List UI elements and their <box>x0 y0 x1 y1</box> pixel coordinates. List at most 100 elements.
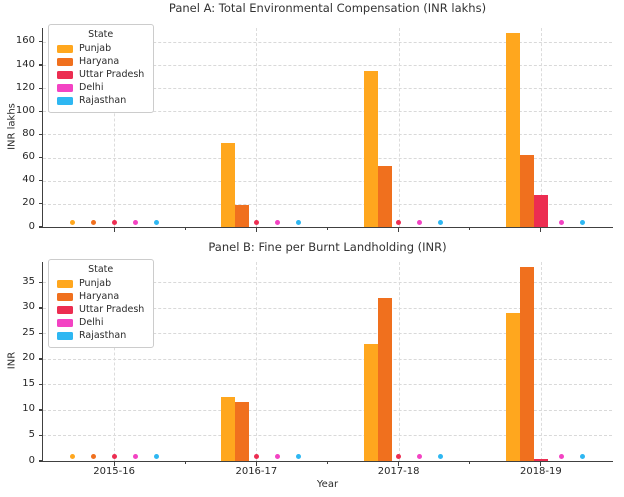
panel-b-bar-punjab-2017-18 <box>363 343 378 461</box>
legend-swatch-icon <box>57 279 73 288</box>
panel-b-dot-delhi-2017-18 <box>417 453 423 459</box>
panel-a-bar-haryana-2016-17 <box>235 205 250 227</box>
panel-b-bar-haryana-2016-17 <box>235 402 250 461</box>
panel-a-y-tick <box>38 156 43 159</box>
panel-b-gridline-h <box>43 435 612 437</box>
panel-a-dot-rajasthan-2016-17 <box>295 219 301 225</box>
panel-a-dot-delhi-2017-18 <box>417 219 423 225</box>
legend-swatch-icon <box>57 292 73 301</box>
panel-b-title: Panel B: Fine per Burnt Landholding (INR… <box>208 240 447 254</box>
panel-a-y-tick <box>38 41 43 43</box>
panel-a-dot-delhi-2018-19 <box>559 219 565 225</box>
legend-swatch-icon <box>57 83 73 92</box>
panel-b-bar-uttar-pradesh-2018-19 <box>533 458 548 461</box>
panel-b-dot-uttar-pradesh-2016-17 <box>253 453 259 459</box>
panel-b-bar-haryana-2018-19 <box>519 267 534 461</box>
legend-swatch-icon <box>57 305 73 314</box>
panel-b-legend-item-rajasthan: Rajasthan <box>57 329 144 342</box>
panel-a-legend-item-punjab: Punjab <box>57 42 144 55</box>
panel-a-title: Panel A: Total Environmental Compensatio… <box>168 1 487 15</box>
panel-a-gridline-h <box>43 65 612 67</box>
legend-item-label: Rajasthan <box>79 95 127 106</box>
panel-a-legend-title: State <box>88 29 114 40</box>
panel-b-x-tick-label: 2015-16 <box>93 466 136 477</box>
panel-b-legend-item-haryana: Haryana <box>57 290 144 303</box>
panel-b-x-tick-minor <box>327 462 328 465</box>
panel-b-y-tick-label: 10 <box>22 403 35 415</box>
panel-b-dot-rajasthan-2017-18 <box>438 453 444 459</box>
panel-b-y-tick <box>38 281 43 283</box>
panel-a-y-tick-label: 0 <box>28 220 35 232</box>
panel-b-legend-item-uttar-pradesh: Uttar Pradesh <box>57 303 144 316</box>
panel-b-gridline-v <box>114 262 116 461</box>
panel-a-legend-item-haryana: Haryana <box>57 55 144 68</box>
panel-b-y-tick <box>38 460 43 462</box>
panel-a-gridline-v <box>256 28 258 227</box>
panel-b-dot-delhi-2015-16 <box>132 453 138 459</box>
panel-a-legend-item-rajasthan: Rajasthan <box>57 94 144 107</box>
panel-a-bar-punjab-2018-19 <box>505 32 520 227</box>
panel-a-gridline-h <box>43 180 612 182</box>
panel-b-gridline-h <box>43 282 612 284</box>
panel-a-legend-item-uttar-pradesh: Uttar Pradesh <box>57 68 144 81</box>
legend-item-label: Delhi <box>79 82 104 93</box>
panel-b-y-tick-label: 0 <box>28 454 35 466</box>
panel-b-y-tick <box>38 332 43 335</box>
panel-a-y-tick <box>38 203 43 205</box>
panel-a-x-tick-minor <box>184 228 186 231</box>
panel-b-bar-punjab-2016-17 <box>221 397 236 461</box>
legend-item-label: Haryana <box>79 291 120 302</box>
panel-b-x-tick <box>540 462 542 466</box>
panel-b-x-axis-label: Year <box>316 479 339 490</box>
panel-b-legend-title: State <box>88 264 114 275</box>
panel-b-gridline-v <box>256 262 258 461</box>
panel-a-gridline-v <box>114 28 116 227</box>
panel-a-y-axis-line <box>42 28 44 228</box>
panel-a-legend: State Punjab Haryana Uttar Pradesh Delhi Raja… <box>48 24 155 113</box>
panel-a-y-tick <box>38 87 43 89</box>
panel-a-y-tick <box>38 64 43 66</box>
panel-b-y-tick <box>38 409 43 411</box>
panel-b-y-axis-line <box>42 262 44 462</box>
panel-b-gridline-h <box>43 358 612 360</box>
panel-b-y-tick <box>38 307 43 309</box>
legend-item-label: Punjab <box>79 278 112 289</box>
panel-a-dot-rajasthan-2017-18 <box>438 219 444 225</box>
panel-a-y-tick <box>38 133 43 136</box>
legend-item-label: Uttar Pradesh <box>79 304 145 315</box>
panel-a-x-tick <box>398 228 400 232</box>
panel-b-dot-punjab-2015-16 <box>69 453 75 459</box>
panel-b-x-tick <box>398 462 400 466</box>
legend-item-label: Punjab <box>79 43 112 54</box>
panel-a-bar-punjab-2017-18 <box>363 70 378 227</box>
panel-a-gridline-v <box>398 28 400 227</box>
panel-b-bar-punjab-2018-19 <box>505 313 520 461</box>
legend-item-label: Haryana <box>79 56 120 67</box>
panel-a-dot-delhi-2015-16 <box>132 219 138 225</box>
legend-item-label: Delhi <box>79 317 104 328</box>
panel-a-x-tick-minor <box>469 228 471 231</box>
panel-b-y-tick-label: 15 <box>22 377 35 389</box>
panel-a-x-tick-minor <box>327 228 328 231</box>
panel-a-gridline-h <box>43 134 612 136</box>
panel-a-y-tick <box>38 110 43 112</box>
panel-a-bar-uttar-pradesh-2018-19 <box>533 194 548 227</box>
panel-a-bar-haryana-2018-19 <box>519 155 534 227</box>
panel-a-dot-uttar-pradesh-2016-17 <box>253 219 259 225</box>
panel-a-bar-haryana-2017-18 <box>377 165 392 227</box>
panel-b-dot-uttar-pradesh-2017-18 <box>396 453 402 459</box>
panel-a-gridline-h <box>43 88 612 90</box>
legend-swatch-icon <box>57 331 73 340</box>
panel-a-y-tick-label: 140 <box>15 58 35 70</box>
panel-b-y-tick <box>38 434 43 437</box>
panel-b-dot-uttar-pradesh-2015-16 <box>111 453 117 459</box>
panel-b-y-tick-label: 25 <box>22 326 35 338</box>
panel-b-x-tick-minor <box>184 462 186 465</box>
legend-swatch-icon <box>57 57 73 66</box>
panel-b-dot-rajasthan-2016-17 <box>295 453 301 459</box>
panel-a-y-tick-label: 20 <box>22 197 35 209</box>
panel-b-dot-rajasthan-2018-19 <box>580 453 586 459</box>
panel-b-dot-delhi-2018-19 <box>559 453 565 459</box>
panel-b-dot-delhi-2016-17 <box>274 453 280 459</box>
